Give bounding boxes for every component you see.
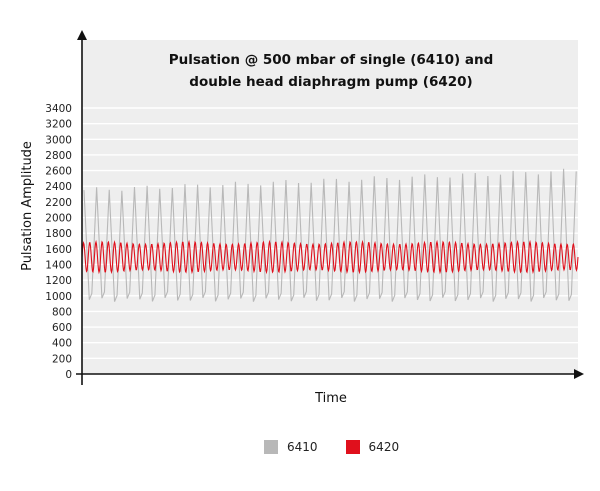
y-axis-ticks: 0 200 400 600 800 1000 1200 1400 1600 1800 2000 220… — [45, 103, 72, 381]
x-axis-label: Time — [314, 391, 347, 406]
y-tick-label: 1000 — [45, 291, 72, 303]
y-tick-label: 3200 — [45, 119, 72, 131]
y-tick-label: 600 — [52, 322, 72, 334]
y-tick-label: 2000 — [45, 213, 72, 225]
chart-title-line: double head diaphragm pump (6420) — [189, 74, 472, 90]
legend-swatch-6410 — [264, 440, 278, 454]
y-tick-label: 800 — [52, 306, 72, 318]
y-tick-label: 1600 — [45, 244, 72, 256]
y-tick-label: 400 — [52, 338, 72, 350]
y-tick-label: 3400 — [45, 103, 72, 115]
legend-label-6420: 6420 — [368, 440, 400, 454]
y-axis-arrow-icon — [77, 30, 87, 40]
series-lines — [81, 168, 579, 302]
y-tick-label: 2800 — [45, 150, 72, 162]
legend-label-6410: 6410 — [287, 440, 318, 454]
series-6410-line — [83, 168, 577, 302]
y-tick-label: 0 — [65, 369, 72, 381]
chart-title: Pulsation @ 500 mbar of single (6410) an… — [169, 52, 494, 90]
chart-title-line: Pulsation @ 500 mbar of single (6410) an… — [169, 52, 494, 68]
y-tick-label: 2400 — [45, 181, 72, 193]
y-tick-label: 1800 — [45, 228, 72, 240]
y-tick-label: 2600 — [45, 166, 72, 178]
y-tick-label: 1200 — [45, 275, 72, 287]
legend: 6410 6420 — [264, 440, 427, 454]
y-tick-label: 2200 — [45, 197, 72, 209]
series-6420-line — [81, 239, 579, 275]
legend-swatch-6420 — [345, 440, 360, 454]
y-tick-label: 200 — [52, 353, 72, 365]
y-tick-label: 3000 — [45, 134, 72, 146]
legend-item-6410: 6410 — [264, 440, 318, 454]
plot-background — [82, 40, 578, 374]
x-axis-arrow-icon — [574, 369, 584, 379]
y-axis-label: Pulsation Amplitude — [20, 141, 35, 271]
legend-item-6420: 6420 — [345, 440, 400, 454]
y-tick-label: 1400 — [45, 259, 72, 271]
